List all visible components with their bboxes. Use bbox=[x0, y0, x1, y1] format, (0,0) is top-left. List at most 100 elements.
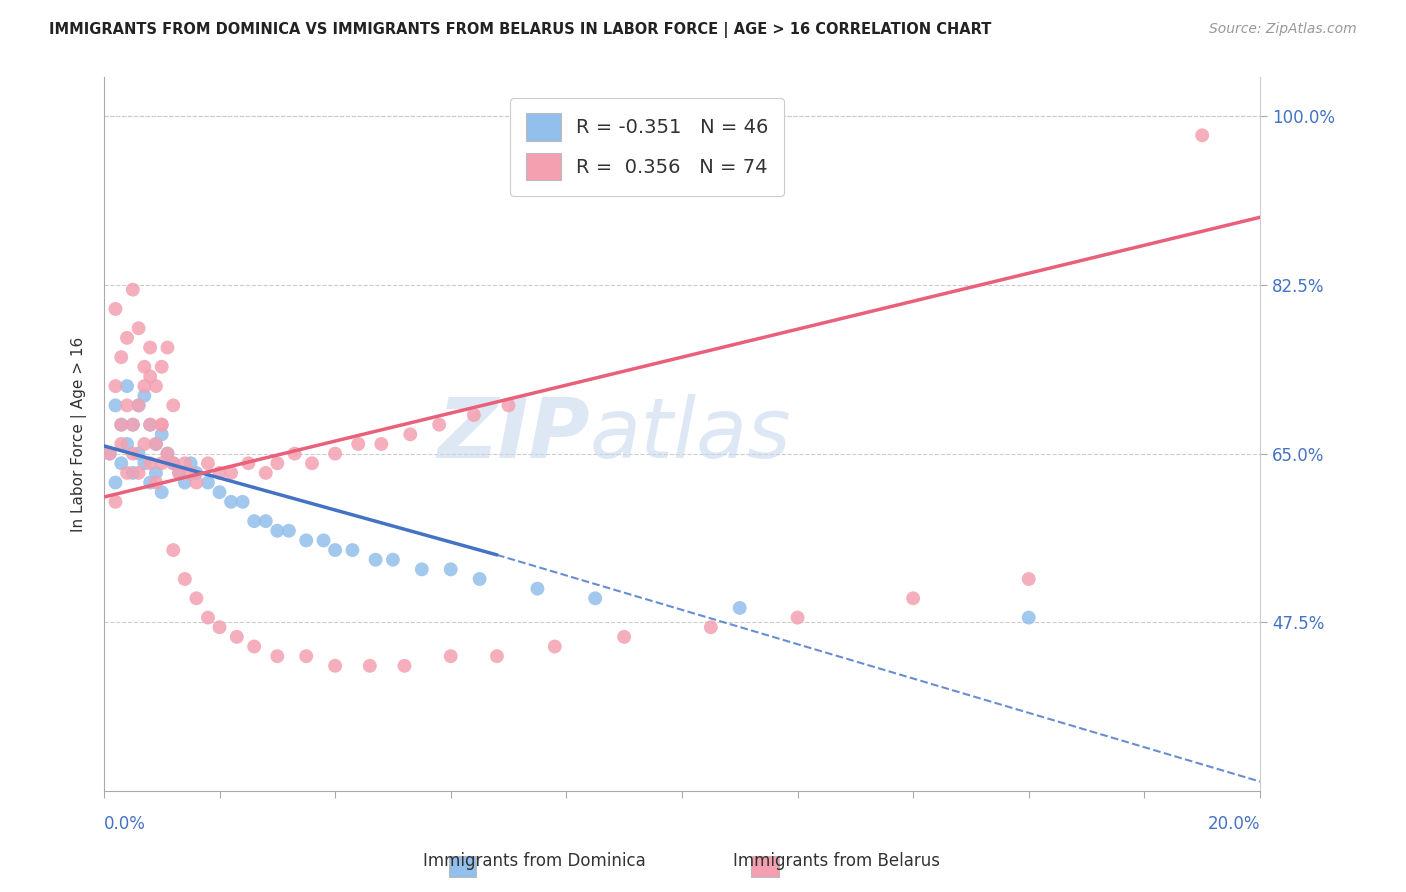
Point bbox=[162, 456, 184, 470]
Point bbox=[728, 601, 751, 615]
Point bbox=[266, 649, 288, 664]
Point bbox=[786, 610, 808, 624]
Point bbox=[150, 456, 173, 470]
Point bbox=[156, 341, 179, 355]
Point bbox=[121, 417, 143, 432]
Text: 0.0%: 0.0% bbox=[104, 815, 146, 833]
Point bbox=[323, 543, 346, 558]
Point bbox=[104, 495, 127, 509]
Point bbox=[219, 466, 242, 480]
Point bbox=[700, 620, 723, 634]
Point bbox=[139, 341, 162, 355]
Point bbox=[145, 437, 167, 451]
Point bbox=[254, 466, 277, 480]
Text: Source: ZipAtlas.com: Source: ZipAtlas.com bbox=[1209, 22, 1357, 37]
Point bbox=[134, 437, 156, 451]
Point bbox=[115, 398, 138, 412]
Point bbox=[243, 640, 266, 654]
Point bbox=[485, 649, 508, 664]
Text: Immigrants from Dominica: Immigrants from Dominica bbox=[423, 852, 645, 870]
Text: ZIP: ZIP bbox=[437, 393, 589, 475]
Point bbox=[173, 456, 195, 470]
Point bbox=[323, 658, 346, 673]
Legend: R = -0.351   N = 46, R =  0.356   N = 74: R = -0.351 N = 46, R = 0.356 N = 74 bbox=[510, 98, 785, 195]
Point bbox=[498, 398, 520, 412]
Point bbox=[139, 475, 162, 490]
Text: IMMIGRANTS FROM DOMINICA VS IMMIGRANTS FROM BELARUS IN LABOR FORCE | AGE > 16 CO: IMMIGRANTS FROM DOMINICA VS IMMIGRANTS F… bbox=[49, 22, 991, 38]
Point bbox=[347, 437, 370, 451]
Point bbox=[156, 447, 179, 461]
Point bbox=[219, 495, 242, 509]
Point bbox=[110, 456, 132, 470]
Point bbox=[173, 475, 195, 490]
Point bbox=[150, 485, 173, 500]
Point bbox=[150, 417, 173, 432]
Point bbox=[197, 610, 219, 624]
Point bbox=[104, 379, 127, 393]
Point bbox=[139, 369, 162, 384]
Point bbox=[134, 456, 156, 470]
Point bbox=[381, 552, 404, 566]
Point bbox=[115, 437, 138, 451]
Point bbox=[440, 562, 463, 576]
Point bbox=[526, 582, 548, 596]
Point bbox=[1018, 572, 1040, 586]
Point bbox=[208, 466, 231, 480]
Point bbox=[162, 543, 184, 558]
Point bbox=[134, 359, 156, 374]
Y-axis label: In Labor Force | Age > 16: In Labor Force | Age > 16 bbox=[72, 336, 87, 532]
Point bbox=[370, 437, 392, 451]
Point bbox=[394, 658, 416, 673]
Point bbox=[208, 485, 231, 500]
Point bbox=[110, 417, 132, 432]
Point bbox=[284, 447, 307, 461]
Point bbox=[225, 630, 247, 644]
Point bbox=[145, 437, 167, 451]
Point bbox=[167, 466, 190, 480]
Point bbox=[364, 552, 387, 566]
Point bbox=[134, 379, 156, 393]
Point bbox=[238, 456, 260, 470]
Point bbox=[186, 475, 208, 490]
Point bbox=[139, 417, 162, 432]
Point bbox=[104, 301, 127, 316]
Point bbox=[145, 379, 167, 393]
Point bbox=[266, 456, 288, 470]
Point bbox=[128, 398, 150, 412]
Point bbox=[243, 514, 266, 528]
Point bbox=[104, 398, 127, 412]
Point bbox=[121, 417, 143, 432]
Point bbox=[162, 456, 184, 470]
Point bbox=[266, 524, 288, 538]
Point bbox=[901, 591, 924, 606]
Point bbox=[128, 398, 150, 412]
Point bbox=[121, 466, 143, 480]
Point bbox=[186, 466, 208, 480]
Point bbox=[342, 543, 364, 558]
Point bbox=[277, 524, 299, 538]
Point bbox=[115, 466, 138, 480]
Point bbox=[128, 447, 150, 461]
Point bbox=[110, 417, 132, 432]
Point bbox=[312, 533, 335, 548]
Point bbox=[180, 456, 202, 470]
Point bbox=[295, 649, 318, 664]
Point bbox=[128, 466, 150, 480]
Point bbox=[440, 649, 463, 664]
Point bbox=[150, 427, 173, 442]
Point bbox=[121, 447, 143, 461]
Point bbox=[173, 572, 195, 586]
Point bbox=[583, 591, 606, 606]
Point bbox=[427, 417, 450, 432]
Point bbox=[104, 475, 127, 490]
Point bbox=[323, 447, 346, 461]
Point bbox=[232, 495, 254, 509]
Point bbox=[128, 321, 150, 335]
Point bbox=[197, 456, 219, 470]
Point bbox=[145, 466, 167, 480]
Point bbox=[301, 456, 323, 470]
Point bbox=[399, 427, 422, 442]
Point bbox=[613, 630, 636, 644]
Point bbox=[254, 514, 277, 528]
Point bbox=[134, 389, 156, 403]
